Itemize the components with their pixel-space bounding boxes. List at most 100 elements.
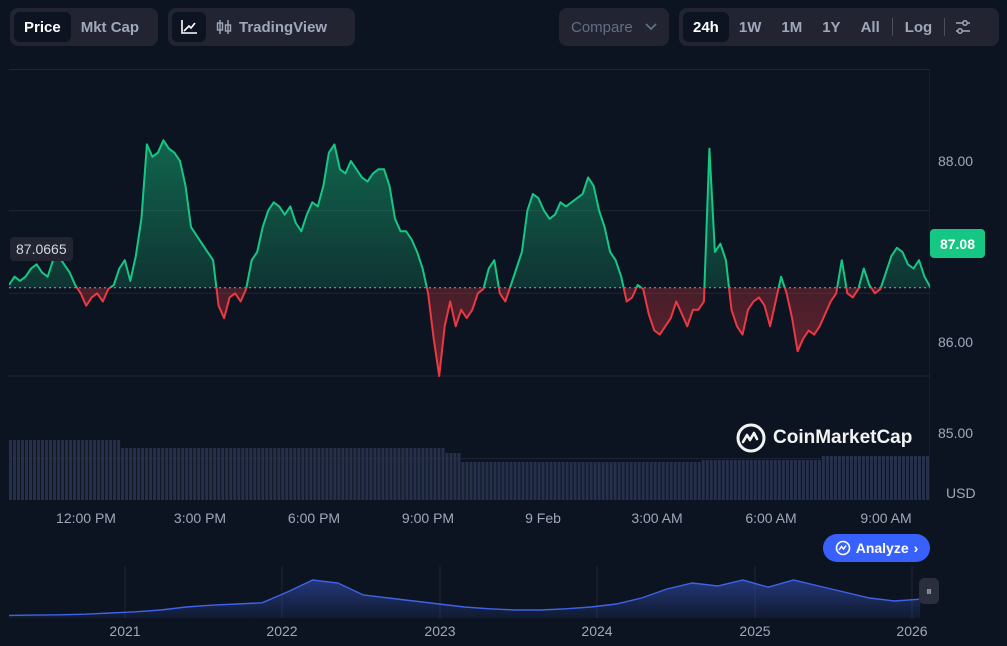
line-chart-button[interactable] bbox=[172, 12, 206, 42]
volume-bar bbox=[277, 448, 281, 500]
chart-style-toggle: TradingView bbox=[168, 8, 355, 46]
volume-bar bbox=[45, 440, 49, 500]
navigator-chart[interactable] bbox=[9, 566, 930, 618]
volume-bar bbox=[865, 456, 869, 500]
volume-bar bbox=[909, 456, 913, 500]
volume-bar bbox=[305, 448, 309, 500]
x-tick: 3:00 AM bbox=[631, 510, 683, 526]
range-all[interactable]: All bbox=[860, 18, 880, 36]
volume-bar bbox=[433, 448, 437, 500]
volume-bar bbox=[101, 440, 105, 500]
volume-bar bbox=[469, 462, 473, 500]
tradingview-button[interactable]: TradingView bbox=[206, 12, 337, 42]
volume-bar bbox=[37, 440, 41, 500]
volume-bar bbox=[565, 462, 569, 500]
volume-bar bbox=[21, 440, 25, 500]
volume-bar bbox=[521, 462, 525, 500]
range-1m[interactable]: 1M bbox=[781, 18, 803, 36]
volume-bar bbox=[613, 462, 617, 500]
volume-bar bbox=[417, 448, 421, 500]
nav-year-label: 2022 bbox=[266, 623, 298, 639]
volume-bar bbox=[209, 448, 213, 500]
volume-bar bbox=[409, 448, 413, 500]
volume-bar bbox=[329, 448, 333, 500]
volume-bar bbox=[729, 460, 733, 500]
analyze-button[interactable]: Analyze › bbox=[823, 534, 930, 562]
log-toggle[interactable]: Log bbox=[904, 18, 933, 36]
chevron-right-icon: › bbox=[913, 540, 919, 556]
range-24h[interactable]: 24h bbox=[683, 12, 729, 42]
volume-bar bbox=[889, 456, 893, 500]
y-tick-88: 88.00 bbox=[938, 153, 974, 169]
volume-bar bbox=[61, 440, 65, 500]
x-tick: 9:00 AM bbox=[860, 510, 912, 526]
mktcap-tab[interactable]: Mkt Cap bbox=[80, 18, 140, 36]
volume-bar bbox=[621, 462, 625, 500]
volume-bar bbox=[269, 448, 273, 500]
volume-bar bbox=[813, 460, 817, 500]
range-selector: 24h 1W 1M 1Y All Log bbox=[679, 8, 999, 46]
navigator-handle[interactable]: ⏸ bbox=[919, 578, 939, 604]
volume-bar bbox=[325, 448, 329, 500]
y-unit-label: USD bbox=[946, 485, 976, 501]
volume-bar bbox=[89, 440, 93, 500]
volume-bar bbox=[41, 440, 45, 500]
volume-bar bbox=[693, 462, 697, 500]
volume-bar bbox=[489, 462, 493, 500]
volume-bar bbox=[65, 440, 69, 500]
compare-dropdown[interactable]: Compare bbox=[559, 8, 669, 46]
volume-bar bbox=[689, 462, 693, 500]
volume-bar bbox=[561, 462, 565, 500]
price-area-up bbox=[9, 140, 930, 288]
volume-bar bbox=[389, 448, 393, 500]
volume-bar bbox=[549, 462, 553, 500]
volume-bar bbox=[861, 456, 865, 500]
volume-bar bbox=[461, 462, 465, 500]
volume-bar bbox=[257, 448, 261, 500]
settings-button[interactable] bbox=[947, 12, 979, 42]
volume-bar bbox=[609, 462, 613, 500]
volume-bar bbox=[125, 448, 129, 500]
volume-bar bbox=[17, 440, 21, 500]
price-area-down bbox=[77, 287, 881, 376]
volume-bar bbox=[113, 440, 117, 500]
volume-bar bbox=[893, 456, 897, 500]
volume-bar bbox=[845, 456, 849, 500]
range-1w[interactable]: 1W bbox=[738, 18, 762, 36]
volume-bar bbox=[853, 456, 857, 500]
volume-bar bbox=[841, 456, 845, 500]
volume-bar bbox=[217, 448, 221, 500]
volume-bar bbox=[33, 440, 37, 500]
x-tick: 9:00 PM bbox=[401, 510, 455, 526]
volume-bar bbox=[337, 448, 341, 500]
volume-bar bbox=[345, 448, 349, 500]
volume-bar bbox=[493, 462, 497, 500]
volume-bar bbox=[397, 448, 401, 500]
volume-bar bbox=[97, 440, 101, 500]
volume-bar bbox=[917, 456, 921, 500]
volume-bar bbox=[785, 460, 789, 500]
volume-bar bbox=[289, 448, 293, 500]
volume-bar bbox=[633, 462, 637, 500]
volume-bar bbox=[805, 460, 809, 500]
volume-bar bbox=[293, 448, 297, 500]
volume-bar bbox=[509, 462, 513, 500]
price-tab[interactable]: Price bbox=[14, 12, 71, 42]
volume-bar bbox=[357, 448, 361, 500]
range-1y[interactable]: 1Y bbox=[822, 18, 841, 36]
volume-bar bbox=[833, 456, 837, 500]
volume-bar bbox=[161, 448, 165, 500]
volume-bar bbox=[93, 440, 97, 500]
price-chart[interactable] bbox=[9, 69, 931, 500]
volume-bar bbox=[881, 456, 885, 500]
volume-bar bbox=[185, 448, 189, 500]
y-tick-85: 85.00 bbox=[938, 425, 974, 441]
volume-bar bbox=[677, 462, 681, 500]
volume-bar bbox=[225, 448, 229, 500]
volume-bar bbox=[393, 448, 397, 500]
volume-bar bbox=[205, 448, 209, 500]
volume-bar bbox=[513, 462, 517, 500]
volume-bar bbox=[473, 462, 477, 500]
volume-bar bbox=[297, 448, 301, 500]
volume-bar bbox=[9, 440, 13, 500]
